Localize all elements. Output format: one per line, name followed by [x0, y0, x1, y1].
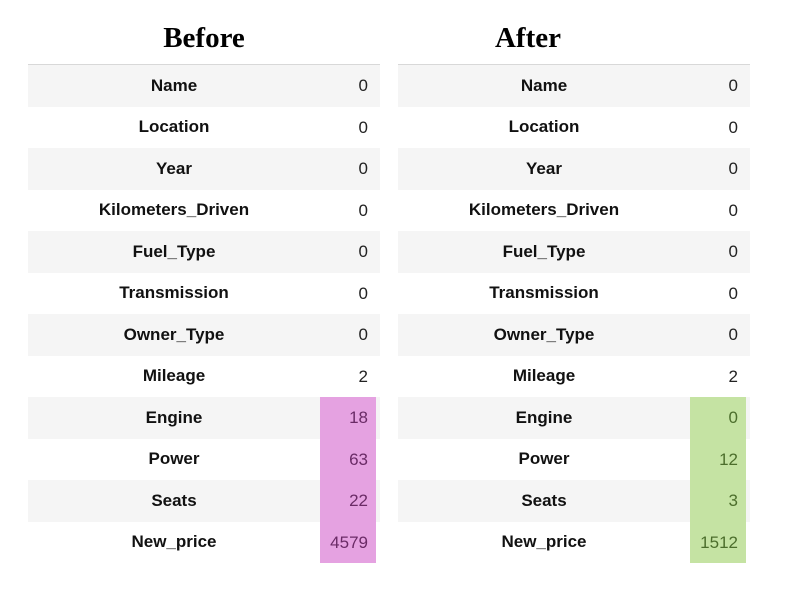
table-row: New_price 1512 [398, 521, 750, 563]
row-value: 0 [358, 283, 368, 303]
table-row: Seats 22 [28, 480, 380, 522]
table-row: Location 0 [398, 106, 750, 148]
row-value: 0 [728, 283, 738, 303]
row-value: 2 [728, 366, 738, 386]
row-value: 0 [728, 159, 738, 178]
row-value: 0 [358, 242, 368, 261]
row-value: 1512 [690, 521, 746, 563]
table-row: Name 0 [28, 65, 380, 107]
row-value: 22 [320, 480, 376, 522]
before-title: Before [163, 22, 245, 54]
row-value: 18 [320, 397, 376, 439]
table-row: Name 0 [398, 65, 750, 107]
row-label: Seats [151, 490, 197, 510]
row-value: 0 [690, 397, 746, 439]
table-row: Seats 3 [398, 480, 750, 522]
row-label: Owner_Type [123, 324, 225, 344]
row-label: Year [156, 158, 192, 178]
row-value: 0 [358, 325, 368, 344]
row-value: 0 [358, 159, 368, 178]
table-row: Year 0 [28, 148, 380, 190]
row-label: Mileage [512, 366, 576, 386]
row-label: Fuel_Type [502, 241, 586, 261]
table-row: Fuel_Type 0 [28, 231, 380, 273]
row-label: Power [518, 449, 570, 469]
after-table: Name 0 Location 0 Year 0 Kilometers_Driven 0 Fue… [398, 64, 750, 563]
row-value: 0 [728, 200, 738, 220]
table-row: Kilometers_Driven 0 [398, 189, 750, 231]
row-label: Kilometers_Driven [468, 200, 620, 220]
table-row: Engine 18 [28, 397, 380, 439]
row-label: Year [526, 158, 562, 178]
row-label: Engine [515, 407, 573, 427]
row-value: 2 [358, 366, 368, 386]
table-row: New_price 4579 [28, 521, 380, 563]
table-row: Kilometers_Driven 0 [28, 189, 380, 231]
row-value: 0 [358, 200, 368, 220]
row-value: 0 [358, 117, 368, 137]
table-row: Transmission 0 [28, 272, 380, 314]
table-row: Location 0 [28, 106, 380, 148]
row-value: 0 [358, 76, 368, 95]
row-label: Fuel_Type [132, 241, 216, 261]
table-row: Year 0 [398, 148, 750, 190]
row-value: 4579 [320, 521, 376, 563]
row-value: 63 [320, 438, 376, 480]
row-label: Power [148, 449, 200, 469]
table-row: Engine 0 [398, 397, 750, 439]
table-row: Power 12 [398, 438, 750, 480]
row-value: 12 [690, 438, 746, 480]
row-label: Name [150, 75, 198, 95]
table-row: Owner_Type 0 [28, 314, 380, 356]
row-value: 0 [728, 76, 738, 95]
row-label: Transmission [489, 283, 599, 303]
row-label: New_price [131, 532, 217, 552]
table-row: Power 63 [28, 438, 380, 480]
row-label: Location [138, 117, 210, 137]
after-panel: After Name 0 Location 0 Year 0 Kilometers_Driv… [398, 18, 750, 563]
table-row: Transmission 0 [398, 272, 750, 314]
after-title: After [494, 22, 561, 54]
row-label: Name [520, 75, 568, 95]
before-panel: Before Name 0 Location 0 Year 0 Kilometers_Dri… [28, 18, 380, 563]
row-value: 3 [690, 480, 746, 522]
row-label: Location [508, 117, 580, 137]
before-table: Name 0 Location 0 Year 0 Kilometers_Driven 0 Fue… [28, 64, 380, 563]
table-row: Mileage 2 [28, 355, 380, 397]
row-value: 0 [728, 242, 738, 261]
row-label: Engine [145, 407, 203, 427]
row-label: Mileage [142, 366, 206, 386]
row-value: 0 [728, 117, 738, 137]
table-row: Owner_Type 0 [398, 314, 750, 356]
row-label: Kilometers_Driven [98, 200, 250, 220]
row-label: Owner_Type [493, 324, 595, 344]
table-row: Fuel_Type 0 [398, 231, 750, 273]
row-label: Transmission [119, 283, 229, 303]
row-label: Seats [521, 490, 567, 510]
row-value: 0 [728, 325, 738, 344]
row-label: New_price [501, 532, 587, 552]
table-row: Mileage 2 [398, 355, 750, 397]
